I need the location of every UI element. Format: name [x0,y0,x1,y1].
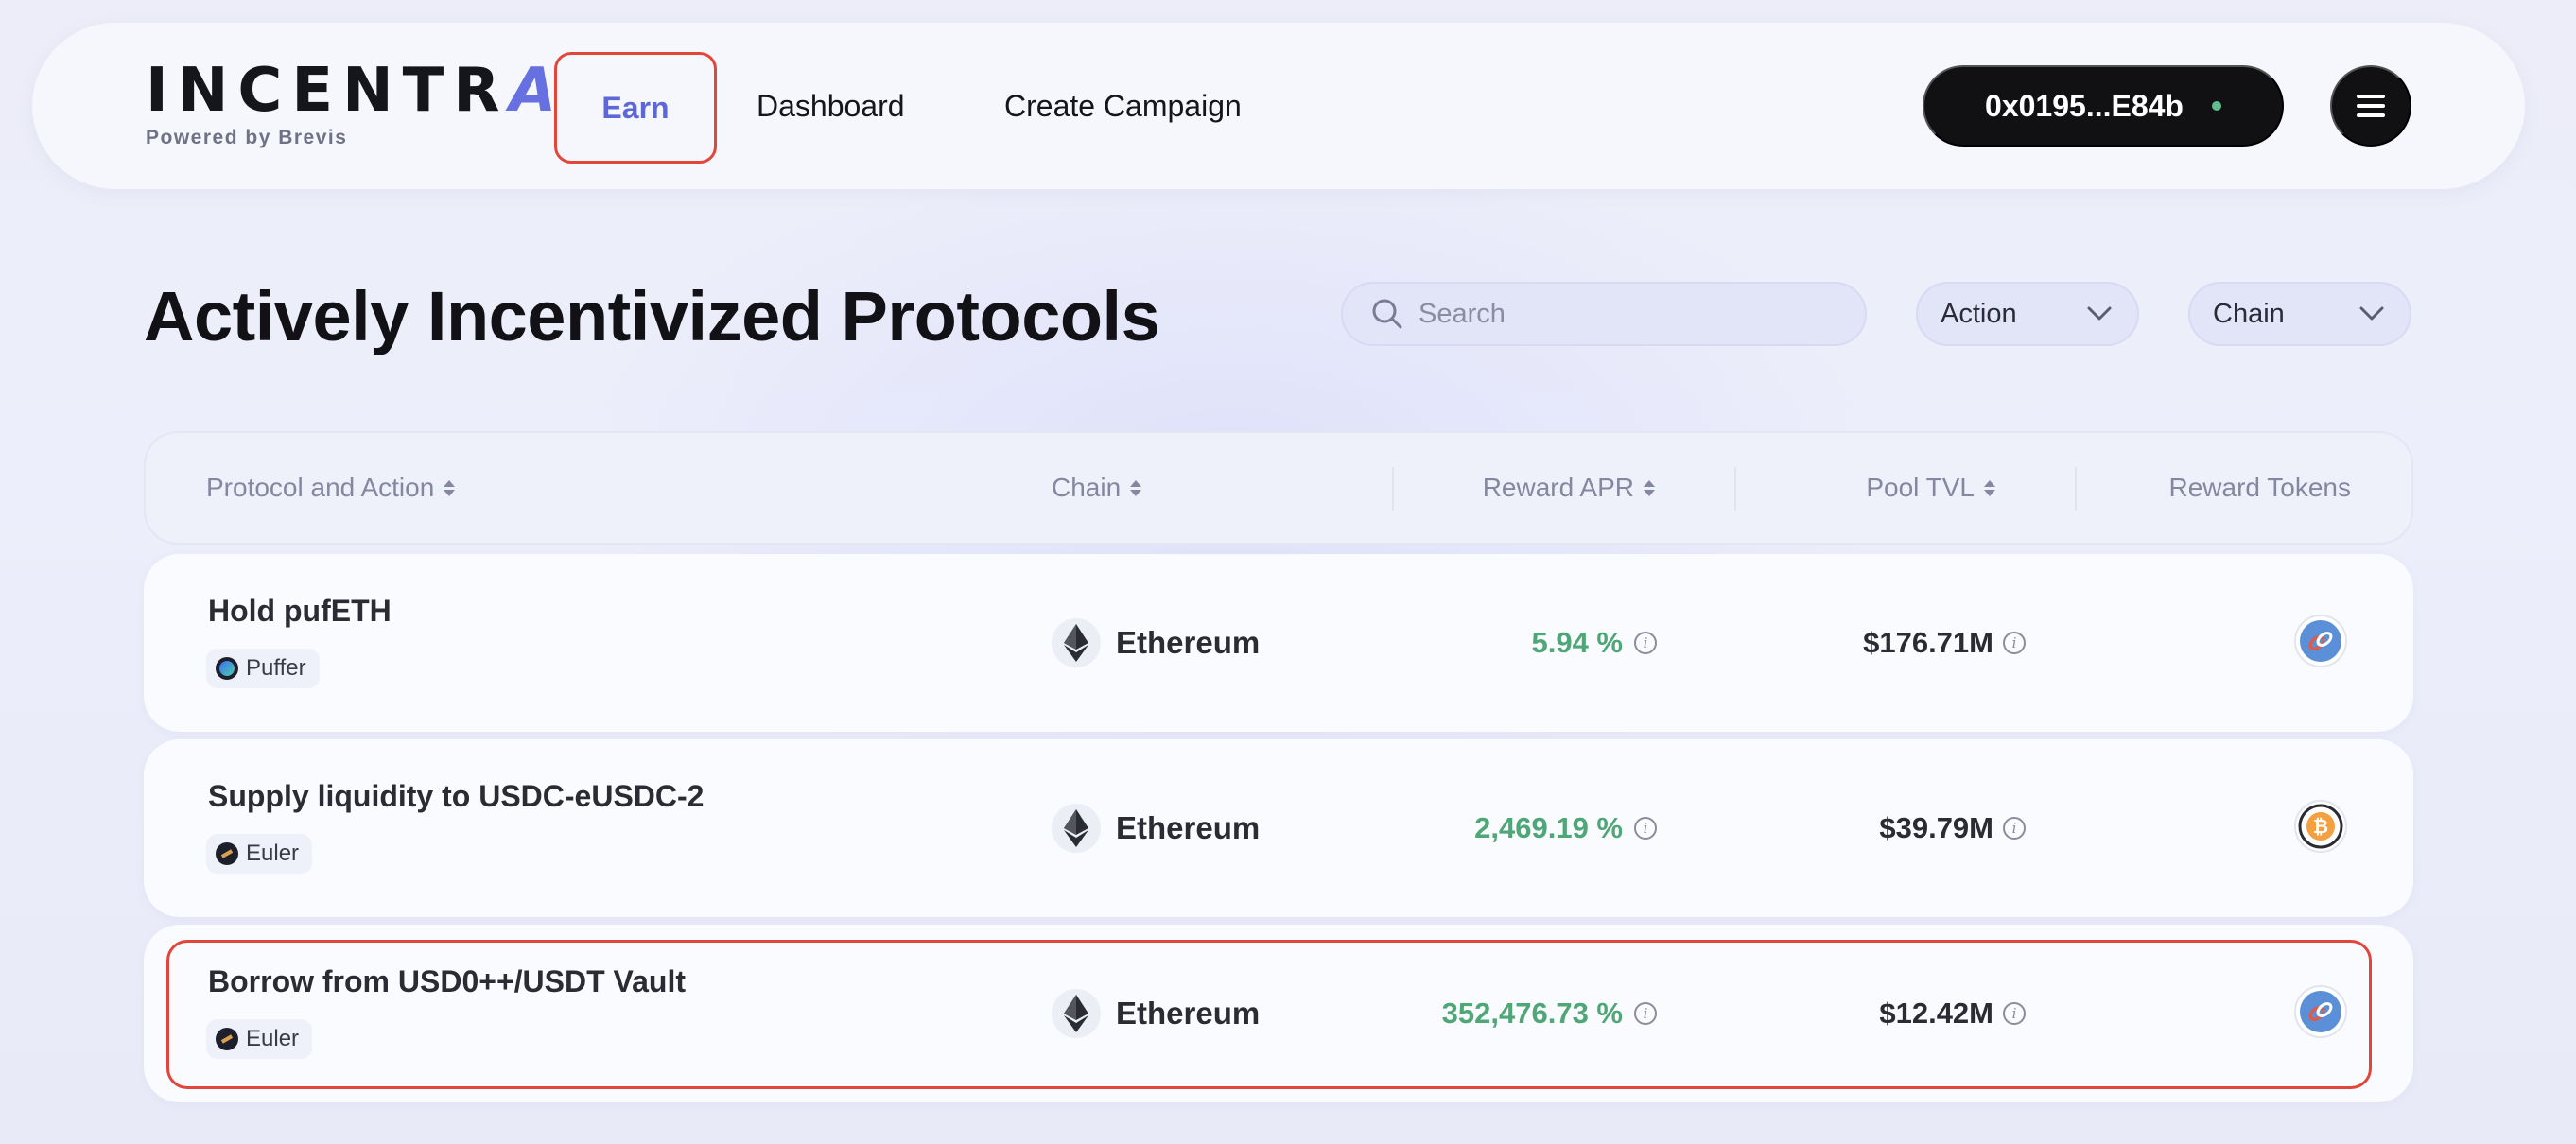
table-header: Protocol and Action Chain Reward APR Poo… [144,431,2413,545]
info-icon[interactable]: i [1634,632,1657,654]
top-navbar: INCENTRA Powered by Brevis Earn Dashboar… [32,23,2525,189]
chain-dropdown[interactable]: Chain [2188,282,2411,346]
info-icon[interactable]: i [2003,632,2026,654]
reward-apr-value: 352,476.73 % i [1442,925,1657,1102]
search-box[interactable] [1341,282,1867,346]
search-icon [1372,299,1402,329]
page-title: Actively Incentivized Protocols [144,277,1160,355]
nav-create-campaign[interactable]: Create Campaign [1004,88,1242,123]
menu-icon-bar [2357,104,2385,108]
chain-dropdown-label: Chain [2213,298,2285,329]
wallet-button[interactable]: 0x0195...E84b [1923,65,2284,147]
nav-earn[interactable]: Earn [554,52,717,164]
column-header-chain[interactable]: Chain [1052,433,1142,543]
pool-tvl-value: $176.71M i [1863,554,2026,732]
ethereum-icon [1052,804,1101,853]
sort-icon [1644,479,1655,496]
svg-text:₿: ₿ [2313,815,2328,838]
protocol-badge: Puffer [206,649,320,688]
table-row[interactable]: Supply liquidity to USDC-eUSDC-2 Euler E… [144,739,2413,917]
logo-subtitle: Powered by Brevis [146,127,348,148]
search-input[interactable] [1419,298,1835,330]
column-header-protocol-action[interactable]: Protocol and Action [206,433,456,543]
pool-tvl-value: $12.42M i [1879,925,2026,1102]
wallet-address: 0x0195...E84b [1985,88,2184,123]
column-divider [1734,467,1736,511]
euler-logo-icon [216,1028,238,1050]
table-row[interactable]: Borrow from USD0++/USDT Vault Euler Ethe… [144,925,2413,1102]
sort-icon [1130,479,1142,496]
column-divider [2075,467,2077,511]
sort-icon [1984,479,1995,496]
wallet-connected-dot-icon [2211,101,2221,111]
protocol-badge: Euler [206,1019,313,1059]
hamburger-menu-button[interactable] [2330,65,2411,147]
row-action-title: Hold pufETH [208,594,392,628]
chainlink-token-icon[interactable] [2294,615,2347,667]
ethereum-icon [1052,989,1101,1038]
info-icon[interactable]: i [1634,1002,1657,1025]
pool-tvl-value: $39.79M i [1879,739,2026,917]
row-action-title: Supply liquidity to USDC-eUSDC-2 [208,779,705,813]
column-header-pool-tvl[interactable]: Pool TVL [1866,433,1995,543]
incentra-logo[interactable]: INCENTRA Powered by Brevis [146,61,566,149]
chainlink-token-icon[interactable] [2294,985,2347,1038]
menu-icon-bar [2357,95,2385,98]
reward-apr-value: 2,469.19 % i [1474,739,1657,917]
column-divider [1392,467,1394,511]
nav-dashboard[interactable]: Dashboard [757,88,905,123]
info-icon[interactable]: i [2003,817,2026,840]
euler-logo-icon [216,842,238,865]
table-row[interactable]: Hold pufETH Puffer Ethereum 5.94 % i $17… [144,554,2413,732]
puffer-logo-icon [216,657,238,680]
protocol-badge: Euler [206,834,313,874]
column-header-reward-tokens: Reward Tokens [2168,473,2351,502]
chain-cell: Ethereum [1052,739,1260,917]
chain-cell: Ethereum [1052,554,1260,732]
action-dropdown-label: Action [1941,298,2017,329]
row-action-title: Borrow from USD0++/USDT Vault [208,964,686,998]
chevron-down-icon [2087,306,2112,321]
menu-icon-bar [2357,113,2385,117]
logo-wordmark: INCENTRA [146,56,566,126]
bitcoin-token-icon[interactable]: ₿ [2294,800,2347,853]
chevron-down-icon [2359,306,2384,321]
sort-icon [444,479,456,496]
info-icon[interactable]: i [2003,1002,2026,1025]
ethereum-icon [1052,618,1101,667]
action-dropdown[interactable]: Action [1916,282,2139,346]
info-icon[interactable]: i [1634,817,1657,840]
column-header-reward-apr[interactable]: Reward APR [1483,433,1655,543]
chain-cell: Ethereum [1052,925,1260,1102]
reward-apr-value: 5.94 % i [1531,554,1657,732]
